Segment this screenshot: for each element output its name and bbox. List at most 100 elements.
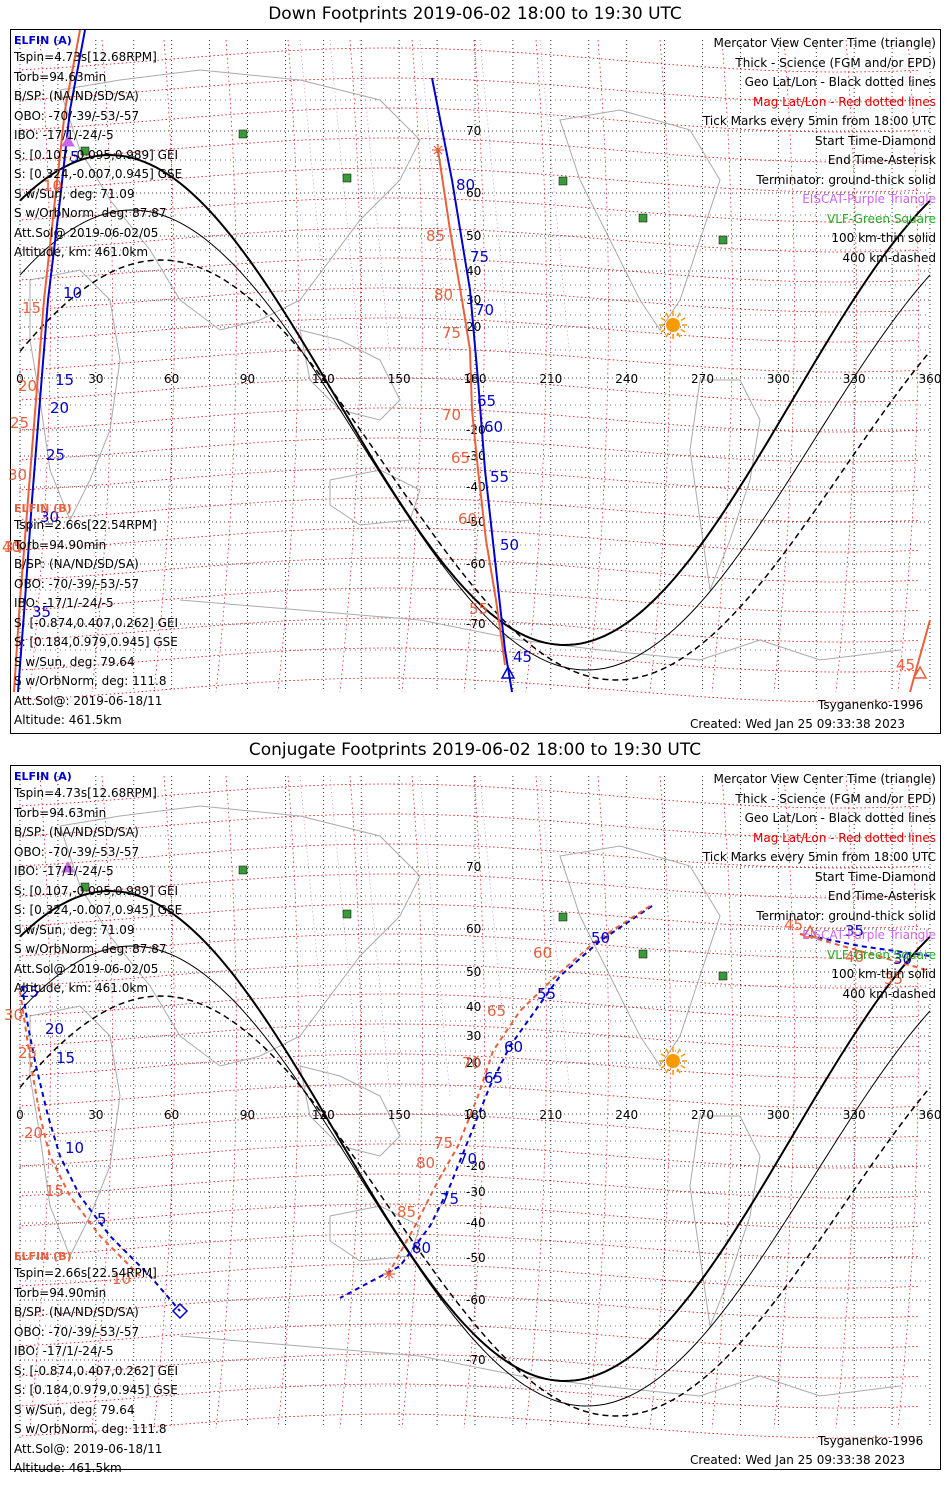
terminator-ground bbox=[19, 153, 931, 647]
elfin-b-info-line: OBO: -70/-39/-53/-57 bbox=[14, 576, 140, 591]
latitude-label: -20 bbox=[466, 1159, 486, 1173]
elfin-b-info-line: S w/Sun, deg: 79.64 bbox=[14, 1402, 135, 1417]
elfin-b-info-line: Torb=94.90min bbox=[14, 537, 107, 552]
continent-outline bbox=[559, 845, 721, 1067]
elfin-b-track bbox=[437, 149, 506, 666]
continent-outline bbox=[559, 109, 721, 331]
model-label-conjugate: Tsyganenko-1996 bbox=[818, 1434, 924, 1448]
elfin-b-tick-label: 35 bbox=[4, 538, 23, 556]
mag-longitude-line bbox=[339, 775, 361, 1429]
mag-latitude-line bbox=[19, 287, 921, 313]
mag-longitude-line bbox=[835, 39, 857, 693]
legend-item: Start Time-Diamond bbox=[814, 869, 936, 884]
elfin-a-info-line: Tspin=4.73s[12.68RPM] bbox=[14, 50, 157, 64]
elfin-b-tick-label: 40 bbox=[845, 948, 864, 966]
mag-latitude-line bbox=[19, 77, 921, 103]
elfin-b-tick-label: 55 bbox=[469, 600, 488, 618]
elfin-b-info-line: S: [-0.874,0.407,0.262] GEI bbox=[14, 1363, 179, 1378]
elfin-a-track bbox=[17, 29, 86, 693]
center-triangle-icon bbox=[500, 665, 516, 679]
longitude-label: 240 bbox=[615, 372, 638, 386]
elfin-a-tick-label: 65 bbox=[484, 1069, 503, 1087]
elfin-a-tick-label: 5 bbox=[70, 148, 80, 166]
legend-item: Thick - Science (FGM and/or EPD) bbox=[735, 791, 936, 806]
elfin-b-info-line: S w/OrbNorm, deg: 111.8 bbox=[14, 1422, 167, 1436]
mag-longitude-line bbox=[897, 775, 919, 1429]
elfin-a-tick-label: 30 bbox=[40, 508, 59, 526]
mag-latitude-line bbox=[19, 197, 921, 223]
mag-latitude-line bbox=[19, 783, 921, 809]
map-frame-down bbox=[10, 29, 941, 734]
elfin-a-info-line: Tspin=4.73s[12.68RPM] bbox=[14, 786, 157, 800]
longitude-label: 120 bbox=[312, 1108, 335, 1122]
legend-item: EISCAT-Purple Triangle bbox=[802, 928, 936, 942]
sun-icon bbox=[659, 311, 687, 339]
elfin-b-tick-label: 85 bbox=[426, 227, 445, 245]
longitude-label: 210 bbox=[539, 1108, 562, 1122]
legend-item: Start Time-Diamond bbox=[814, 133, 936, 148]
elfin-b-tick-label: 65 bbox=[451, 449, 470, 467]
continent-outline bbox=[299, 329, 401, 421]
mag-longitude-line bbox=[153, 775, 175, 1429]
legend-item: Terminator: ground-thick solid bbox=[756, 172, 936, 187]
mag-latitude-line bbox=[19, 993, 921, 1019]
longitude-label: 30 bbox=[88, 372, 103, 386]
elfin-a-info-down: ELFIN (A) Tspin=4.73s[12.68RPM] Torb=94.6… bbox=[14, 34, 182, 263]
mag-longitude-line bbox=[773, 775, 795, 1429]
eiscat-meridian bbox=[479, 39, 511, 361]
elfin-b-tick-label: 80 bbox=[434, 286, 453, 304]
elfin-b-tick-label: 10 bbox=[43, 177, 62, 195]
elfin-b-label: ELFIN (B) bbox=[14, 1250, 72, 1263]
elfin-b-info-line: OBO: -70/-39/-53/-57 bbox=[14, 1324, 140, 1339]
mag-longitude-line bbox=[649, 39, 671, 693]
terminator-400km bbox=[19, 259, 931, 681]
longitude-label: 270 bbox=[691, 1108, 714, 1122]
legend-item: VLF-Green Square bbox=[827, 947, 936, 962]
elfin-a-info-line: OBO: -70/-39/-53/-57 bbox=[14, 844, 140, 859]
start-diamond-icon bbox=[171, 1302, 189, 1320]
elfin-b-info-line: Tspin=2.66s[22.54RPM] bbox=[14, 518, 157, 532]
eiscat-meridian bbox=[539, 39, 571, 361]
continent-outline bbox=[179, 1335, 901, 1397]
latitude-label: 40 bbox=[466, 1000, 481, 1014]
eiscat-triangle-icon bbox=[61, 135, 75, 147]
eiscat-meridian bbox=[479, 775, 511, 1097]
center-triangle-icon bbox=[802, 924, 818, 938]
mag-longitude-line bbox=[897, 39, 919, 693]
mag-longitude-line bbox=[339, 39, 361, 693]
latitude-label: 60 bbox=[466, 186, 481, 200]
elfin-b-info-line: Tspin=2.66s[22.54RPM] bbox=[14, 1266, 157, 1280]
elfin-a-tick-label: 15 bbox=[55, 371, 74, 389]
elfin-a-info-line: S w/Sun, deg: 71.09 bbox=[14, 922, 135, 937]
latitude-label: 50 bbox=[466, 965, 481, 979]
mag-longitude-line bbox=[587, 39, 609, 693]
continent-outline bbox=[29, 1005, 121, 1258]
eiscat-meridian bbox=[329, 39, 361, 361]
mag-longitude-line bbox=[277, 39, 299, 693]
elfin-a-tick-label: 35 bbox=[32, 603, 51, 621]
longitude-label: 330 bbox=[843, 372, 866, 386]
elfin-b-track bbox=[19, 990, 141, 1277]
mag-latitude-line bbox=[19, 557, 921, 583]
elfin-b-tick-label: 45 bbox=[896, 656, 915, 674]
mag-latitude-line bbox=[19, 1023, 921, 1049]
mag-longitude-line bbox=[711, 39, 733, 693]
elfin-a-info-line: Altitude, km: 461.0km bbox=[14, 981, 149, 995]
elfin-b-tick-label: 35 bbox=[884, 970, 903, 988]
mag-latitude-line bbox=[19, 873, 921, 899]
mag-longitude-line bbox=[215, 39, 237, 693]
mag-latitude-line bbox=[19, 497, 921, 523]
longitude-label: 30 bbox=[88, 1108, 103, 1122]
conjugate-footprint-map: 0 30 60 90 120 150 180 210 240 270 300 330 360706050… bbox=[4, 775, 941, 1439]
elfin-b-tick-label: 10 bbox=[112, 1270, 131, 1288]
continent-outline bbox=[59, 69, 421, 331]
mag-latitude-line bbox=[19, 1323, 921, 1349]
elfin-a-info-line: S w/Sun, deg: 71.09 bbox=[14, 186, 135, 201]
legend-item: Tick Marks every 5min from 18:00 UTC bbox=[702, 850, 936, 864]
elfin-b-info-conjugate: ELFIN (B) Tspin=2.66s[22.54RPM] Torb=94.9… bbox=[14, 1250, 178, 1479]
elfin-a-tick-label: 55 bbox=[537, 985, 556, 1003]
mag-latitude-line bbox=[19, 47, 921, 73]
elfin-b-info-line: IBO: -17/1/-24/-5 bbox=[14, 1344, 114, 1358]
vlf-square-icon bbox=[638, 949, 648, 959]
elfin-b-tick-label: 65 bbox=[487, 1002, 506, 1020]
